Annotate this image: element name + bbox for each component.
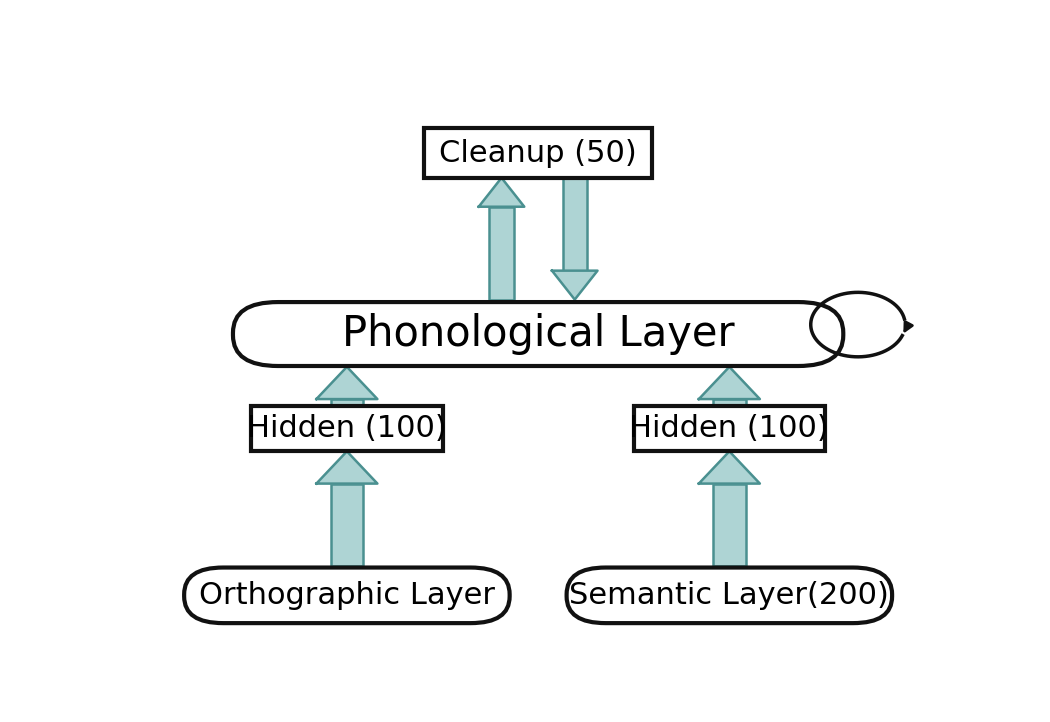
FancyBboxPatch shape: [424, 129, 652, 178]
Bar: [713, 399, 746, 404]
Bar: [331, 399, 363, 404]
Text: Cleanup (50): Cleanup (50): [439, 139, 637, 168]
Polygon shape: [316, 367, 377, 399]
Polygon shape: [316, 451, 377, 484]
FancyBboxPatch shape: [184, 567, 509, 623]
Polygon shape: [479, 178, 524, 206]
Text: Hidden (100): Hidden (100): [630, 414, 830, 443]
Bar: [489, 206, 513, 300]
Polygon shape: [699, 451, 760, 484]
Bar: [563, 178, 587, 271]
Polygon shape: [699, 367, 760, 399]
Bar: [713, 484, 746, 567]
FancyBboxPatch shape: [251, 406, 442, 451]
Polygon shape: [552, 271, 597, 300]
FancyBboxPatch shape: [233, 302, 843, 366]
Text: Hidden (100): Hidden (100): [247, 414, 446, 443]
FancyBboxPatch shape: [567, 567, 892, 623]
Text: Orthographic Layer: Orthographic Layer: [198, 580, 495, 610]
Text: Semantic Layer(200): Semantic Layer(200): [569, 580, 889, 610]
FancyBboxPatch shape: [634, 406, 825, 451]
Text: Phonological Layer: Phonological Layer: [342, 313, 734, 355]
Bar: [331, 484, 363, 567]
